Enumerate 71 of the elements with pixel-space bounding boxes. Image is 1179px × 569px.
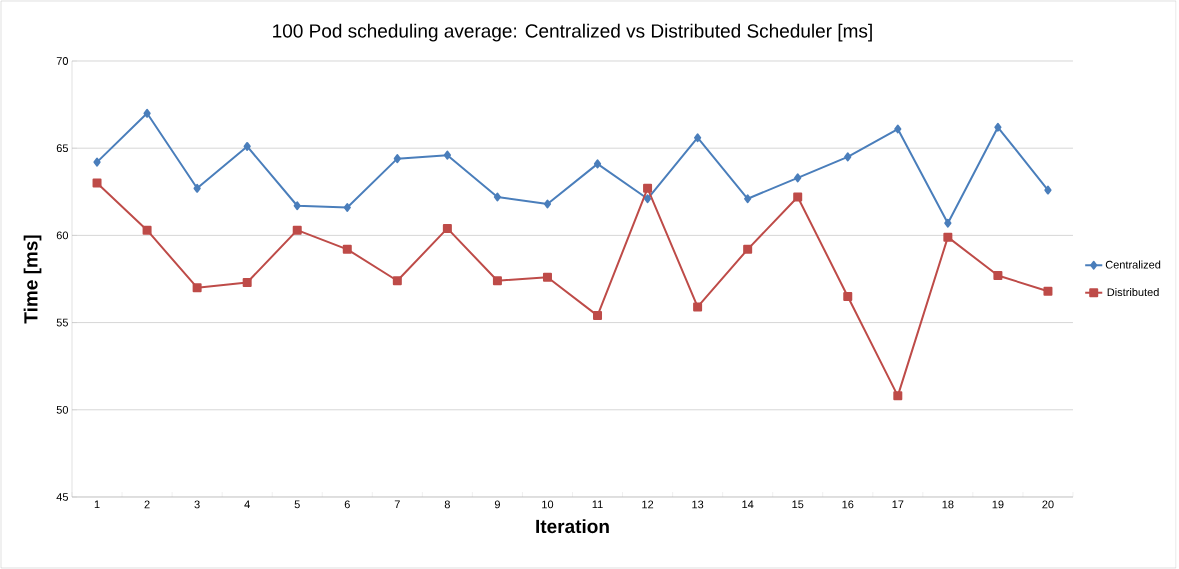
x-tick-label: 5 — [294, 500, 300, 509]
x-tick-label: 15 — [792, 500, 804, 509]
x-tick-label: 17 — [892, 500, 904, 509]
point — [593, 159, 602, 169]
x-tick-label: 20 — [1042, 500, 1054, 509]
y-tick-label: 45 — [56, 493, 68, 501]
point — [944, 218, 952, 228]
point — [643, 183, 653, 193]
x-tick-label: 14 — [742, 500, 754, 509]
point — [643, 194, 652, 204]
x-tick-label: 9 — [494, 500, 500, 509]
x-axis-title: Iteration — [536, 519, 609, 534]
x-tick-label: 6 — [344, 500, 350, 509]
x-tick-label: 16 — [842, 500, 854, 509]
legend-label: Distributed — [1107, 287, 1159, 297]
x-tick-label: 13 — [692, 500, 704, 509]
y-tick-label: 55 — [56, 318, 68, 327]
x-tick-label: 2 — [144, 500, 150, 509]
x-tick-label: 8 — [444, 500, 450, 509]
point — [593, 311, 603, 321]
point — [92, 178, 102, 188]
x-tick-label: 12 — [642, 500, 654, 509]
x-tick-label: 1 — [94, 500, 100, 509]
y-tick-label: 50 — [56, 405, 69, 414]
point — [243, 141, 251, 151]
point — [93, 157, 101, 167]
y-axis-title: Time [ms] — [23, 235, 42, 324]
point — [693, 302, 703, 312]
y-tick-label: 60 — [56, 231, 69, 240]
point — [293, 201, 301, 211]
point — [542, 272, 552, 282]
point — [993, 271, 1003, 280]
x-tick-label: 11 — [592, 500, 603, 509]
point — [843, 291, 853, 301]
point — [342, 244, 352, 254]
point — [543, 199, 552, 209]
point — [442, 223, 452, 233]
y-tick-label: 65 — [56, 144, 68, 153]
point — [743, 244, 753, 254]
legend-label: Centralized — [1105, 260, 1161, 269]
x-tick-label: 19 — [992, 500, 1004, 509]
point — [744, 194, 752, 204]
point — [492, 276, 502, 286]
point — [393, 154, 401, 164]
point — [1043, 286, 1053, 296]
x-tick-label: 3 — [194, 500, 200, 509]
point — [192, 283, 202, 293]
point — [143, 108, 151, 118]
x-tick-label: 18 — [942, 500, 954, 509]
chart-title: 100 Pod scheduling average: Centralized vs Distributed Scheduler [ms] — [273, 23, 872, 42]
x-tick-label: 10 — [542, 500, 554, 509]
point — [193, 183, 201, 193]
point — [693, 133, 702, 143]
x-tick-label: 7 — [394, 500, 400, 509]
point — [493, 192, 502, 202]
point — [893, 391, 903, 401]
point — [392, 276, 402, 286]
point — [1044, 185, 1052, 195]
point — [142, 225, 152, 235]
point — [994, 122, 1002, 132]
point — [343, 202, 351, 212]
y-tick-label: 70 — [56, 57, 69, 65]
point — [794, 173, 802, 183]
point — [943, 232, 953, 242]
point — [292, 225, 302, 235]
point — [844, 152, 852, 162]
point — [894, 124, 902, 134]
point — [443, 150, 451, 160]
x-tick-label: 4 — [244, 500, 250, 509]
point — [242, 277, 252, 287]
point — [793, 192, 803, 202]
